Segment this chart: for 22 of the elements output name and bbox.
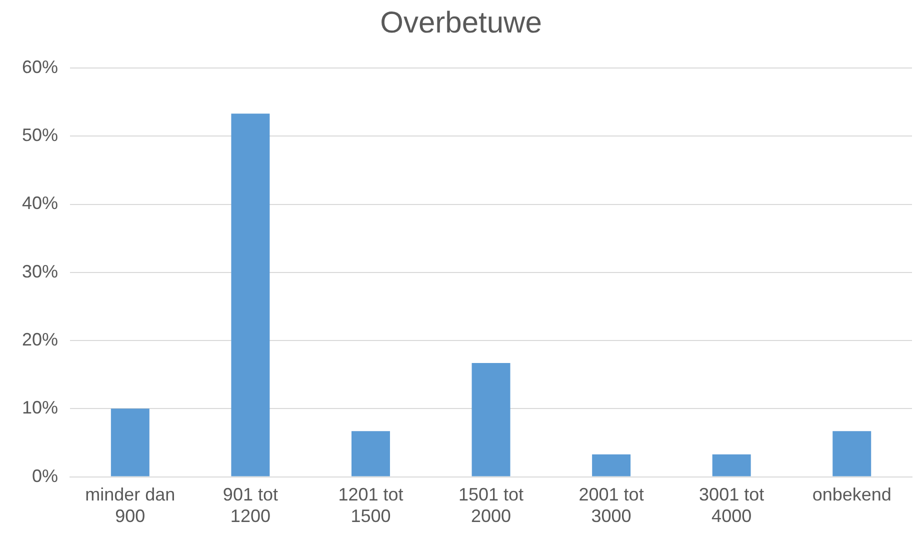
y-tick-label: 50% (22, 125, 58, 146)
x-tick-label: 1501 tot 2000 (458, 484, 524, 526)
bar (592, 454, 631, 476)
x-tick-label: 901 tot 1200 (222, 484, 278, 526)
y-tick-label: 10% (22, 398, 58, 418)
bar (832, 431, 872, 476)
bar (351, 431, 390, 476)
x-tick-label: 1201 tot 1500 (338, 484, 404, 526)
bar (231, 114, 270, 476)
y-tick-label: 40% (22, 193, 58, 214)
bar (472, 363, 510, 476)
y-tick-label: 0% (32, 466, 58, 486)
y-tick-label: 30% (22, 261, 58, 282)
chart-title: Overbetuwe (380, 6, 542, 40)
x-tick-label: 2001 tot 3000 (578, 484, 644, 526)
y-tick-label: 20% (22, 330, 58, 350)
x-tick-label: minder dan 900 (85, 484, 176, 526)
bar (110, 408, 150, 476)
x-tick-label: onbekend (812, 484, 892, 505)
bar (712, 454, 751, 476)
y-tick-label: 60% (22, 56, 58, 77)
x-tick-label: 3001 tot 4000 (699, 484, 764, 526)
